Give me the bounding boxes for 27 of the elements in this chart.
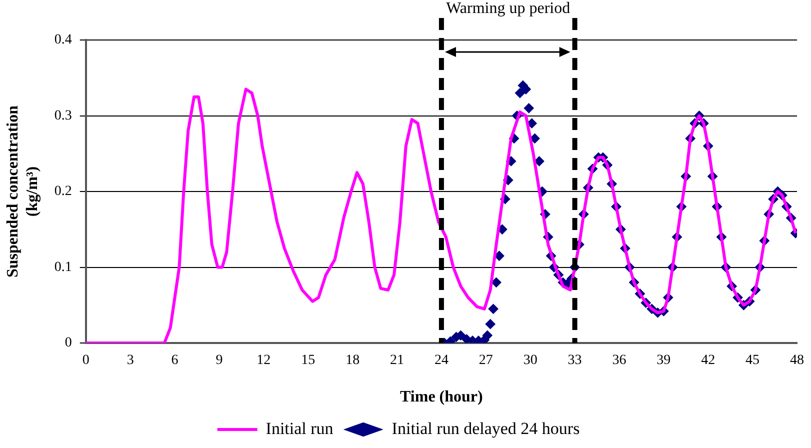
x-tick-label: 42 — [701, 353, 716, 368]
x-tick-label: 27 — [478, 353, 493, 368]
x-tick-label: 48 — [790, 353, 804, 368]
x-tick-label: 6 — [171, 353, 178, 368]
x-tick-label: 12 — [256, 353, 271, 368]
x-tick-label: 39 — [656, 353, 671, 368]
x-tick-label: 45 — [746, 353, 760, 368]
legend-label: Initial run delayed 24 hours — [392, 418, 580, 438]
x-tick-label: 15 — [301, 353, 316, 368]
x-axis-title: Time (hour) — [400, 388, 483, 406]
legend-label: Initial run — [266, 418, 334, 438]
x-tick-label: 0 — [82, 353, 90, 368]
y-tick-label: 0 — [64, 336, 72, 351]
x-tick-label: 18 — [346, 353, 360, 368]
x-tick-label: 9 — [216, 353, 223, 368]
x-tick-label: 36 — [612, 353, 626, 368]
x-tick-label: 33 — [568, 353, 582, 368]
x-tick-label: 3 — [126, 353, 134, 368]
y-tick-label: 0.3 — [54, 108, 72, 124]
y-tick-label: 0.2 — [54, 184, 72, 200]
y-tick-label: 0.4 — [54, 32, 72, 48]
text: Warming up period — [446, 0, 570, 18]
x-tick-label: 30 — [523, 353, 538, 368]
x-tick-label: 21 — [390, 353, 404, 368]
x-tick-label: 24 — [434, 353, 448, 368]
y-axis-title: Suspended concentration (kg/m³) — [4, 105, 41, 278]
y-tick-label: 0.1 — [54, 260, 72, 275]
